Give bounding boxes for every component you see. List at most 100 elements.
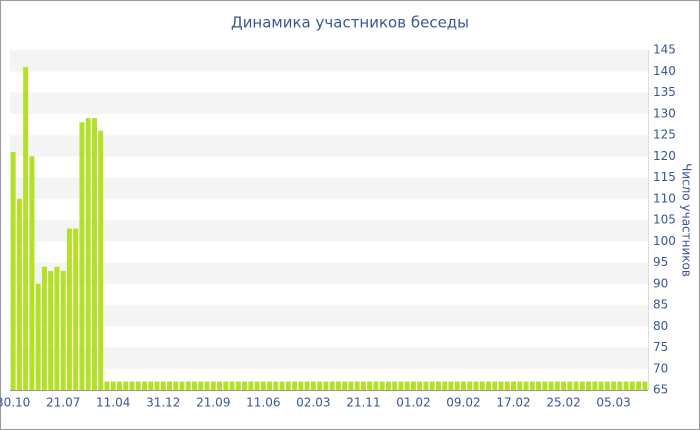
bar xyxy=(160,381,166,390)
bar xyxy=(529,381,535,390)
bar xyxy=(561,381,567,390)
bar xyxy=(404,381,410,390)
x-tick-label: 21.11 xyxy=(346,396,380,410)
bar xyxy=(110,381,116,390)
bar xyxy=(104,381,110,390)
bar xyxy=(91,118,97,390)
bar xyxy=(435,381,441,390)
bar xyxy=(517,381,523,390)
bar xyxy=(367,381,373,390)
bar xyxy=(73,228,79,390)
y-tick-label: 120 xyxy=(653,149,676,163)
bar xyxy=(116,381,122,390)
bar xyxy=(210,381,216,390)
bar xyxy=(223,381,229,390)
bar xyxy=(385,381,391,390)
y-tick-label: 75 xyxy=(653,340,668,354)
bar xyxy=(85,118,91,390)
bar xyxy=(429,381,435,390)
y-axis-title: Число участников xyxy=(680,163,694,277)
grid-stripe xyxy=(10,135,648,157)
bar xyxy=(392,381,398,390)
bar xyxy=(16,198,22,390)
bar xyxy=(454,381,460,390)
bar xyxy=(511,381,517,390)
bar xyxy=(329,381,335,390)
grid-stripe xyxy=(10,177,648,199)
bar xyxy=(498,381,504,390)
bar xyxy=(467,381,473,390)
x-tick-label: 09.02 xyxy=(446,396,480,410)
x-tick-label: 05.03 xyxy=(596,396,630,410)
x-tick-label: 01.02 xyxy=(396,396,430,410)
bar xyxy=(617,381,623,390)
bar xyxy=(586,381,592,390)
bar xyxy=(623,381,629,390)
x-tick-label: 25.02 xyxy=(546,396,580,410)
bar xyxy=(23,67,29,390)
bar xyxy=(573,381,579,390)
bar xyxy=(310,381,316,390)
bar xyxy=(217,381,223,390)
bar xyxy=(598,381,604,390)
grid-stripe xyxy=(10,305,648,327)
grid-stripe xyxy=(10,92,648,114)
y-tick-label: 145 xyxy=(653,43,676,57)
bar xyxy=(348,381,354,390)
y-tick-label: 65 xyxy=(653,383,668,397)
bar xyxy=(536,381,542,390)
bar xyxy=(129,381,135,390)
y-tick-label: 90 xyxy=(653,276,668,290)
bar xyxy=(185,381,191,390)
bar xyxy=(10,152,16,390)
bar xyxy=(179,381,185,390)
bar xyxy=(285,381,291,390)
bar xyxy=(523,381,529,390)
bar xyxy=(410,381,416,390)
y-tick-label: 130 xyxy=(653,106,676,120)
y-tick-label: 95 xyxy=(653,255,668,269)
bar xyxy=(260,381,266,390)
bar xyxy=(173,381,179,390)
bar xyxy=(442,381,448,390)
x-tick-label: 21.07 xyxy=(46,396,80,410)
x-tick-label: 17.02 xyxy=(496,396,530,410)
x-tick-label: 31.12 xyxy=(146,396,180,410)
y-tick-label: 100 xyxy=(653,234,676,248)
x-tick-label: 11.04 xyxy=(96,396,130,410)
y-tick-label: 70 xyxy=(653,361,668,375)
bar xyxy=(604,381,610,390)
bar xyxy=(304,381,310,390)
bar xyxy=(198,381,204,390)
bar xyxy=(235,381,241,390)
bar xyxy=(273,381,279,390)
bar xyxy=(342,381,348,390)
bar xyxy=(579,381,585,390)
bar xyxy=(642,381,648,390)
grid-stripe xyxy=(10,220,648,242)
bar xyxy=(398,381,404,390)
bar xyxy=(79,122,85,390)
bar xyxy=(354,381,360,390)
bar xyxy=(148,381,154,390)
bar xyxy=(417,381,423,390)
bar xyxy=(554,381,560,390)
bar xyxy=(35,283,41,390)
bar xyxy=(611,381,617,390)
bar xyxy=(298,381,304,390)
bar xyxy=(323,381,329,390)
grid-stripe xyxy=(10,347,648,369)
bar xyxy=(123,381,129,390)
bar xyxy=(567,381,573,390)
y-tick-label: 135 xyxy=(653,85,676,99)
bar xyxy=(542,381,548,390)
y-tick-label: 80 xyxy=(653,319,668,333)
grid-stripe xyxy=(10,262,648,284)
bar xyxy=(485,381,492,390)
bar xyxy=(629,381,635,390)
bar xyxy=(548,381,554,390)
bar xyxy=(279,381,285,390)
bar xyxy=(479,381,485,390)
y-tick-label: 125 xyxy=(653,128,676,142)
bar xyxy=(192,381,198,390)
